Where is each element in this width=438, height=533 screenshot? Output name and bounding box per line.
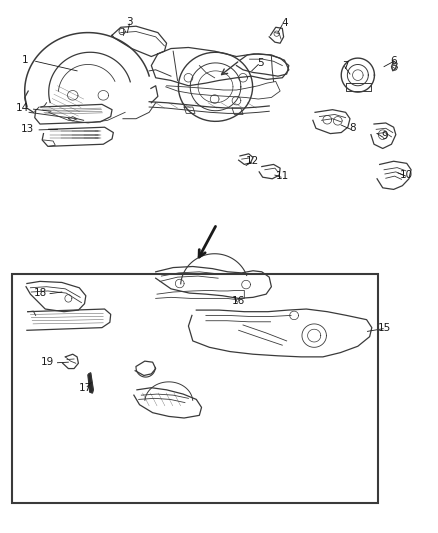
Text: 16: 16: [232, 296, 245, 306]
Text: 11: 11: [276, 171, 289, 181]
Text: 8: 8: [349, 123, 356, 133]
Polygon shape: [88, 373, 93, 393]
Text: 10: 10: [400, 170, 413, 180]
Bar: [12, 274, 378, 503]
Text: 3: 3: [126, 17, 133, 27]
Text: 13: 13: [21, 124, 35, 134]
Text: 19: 19: [41, 357, 54, 367]
Text: 7: 7: [343, 61, 349, 70]
Text: 9: 9: [381, 131, 388, 141]
Text: 6: 6: [390, 56, 397, 66]
Text: 15: 15: [378, 322, 392, 333]
Text: 4: 4: [281, 18, 288, 28]
Text: 5: 5: [257, 59, 264, 68]
Text: 18: 18: [33, 288, 46, 298]
Text: 17: 17: [79, 383, 92, 393]
Text: 12: 12: [246, 156, 259, 166]
Text: 1: 1: [21, 55, 28, 65]
Text: 14: 14: [16, 103, 29, 113]
